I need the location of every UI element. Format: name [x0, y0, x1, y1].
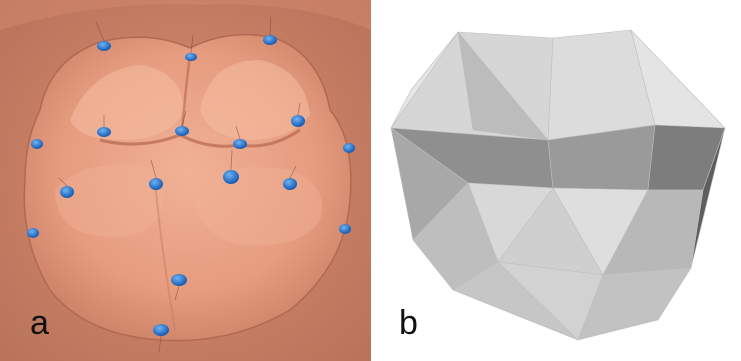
- panel-label-b: b: [399, 304, 418, 342]
- panel-b-mesh: b: [373, 0, 741, 361]
- panel-label-a: a: [30, 304, 49, 342]
- marker: [149, 178, 163, 190]
- panel-a-tooth-photo: a: [0, 0, 371, 361]
- adjacent-tooth-top: [0, 0, 371, 30]
- tooth-render: [0, 0, 371, 361]
- marker: [343, 143, 355, 153]
- marker: [185, 53, 197, 61]
- marker: [291, 115, 305, 127]
- marker-leaders: [58, 16, 301, 353]
- marker: [171, 274, 187, 286]
- marker: [27, 228, 39, 238]
- mesh-face: [457, 31, 549, 141]
- marker: [263, 35, 277, 45]
- marker: [175, 126, 189, 136]
- buccal-groove: [154, 179, 176, 331]
- marker: [233, 139, 247, 149]
- mesh-face: [577, 267, 692, 341]
- mesh-face: [390, 31, 459, 129]
- cusp-distal: [200, 60, 310, 140]
- cusp-mesial: [70, 65, 185, 140]
- marker: [97, 127, 111, 137]
- marker: [31, 139, 43, 149]
- polyhedral-mesh: [390, 29, 726, 341]
- landmark-markers: [27, 35, 355, 336]
- marker: [283, 178, 297, 190]
- marker: [60, 186, 74, 198]
- central-fissure: [99, 128, 301, 148]
- marker: [97, 41, 111, 51]
- marker: [339, 224, 351, 234]
- cusp-buccal-1: [55, 164, 163, 238]
- mesh-face: [647, 124, 726, 191]
- marker: [153, 324, 169, 336]
- marker: [223, 170, 239, 184]
